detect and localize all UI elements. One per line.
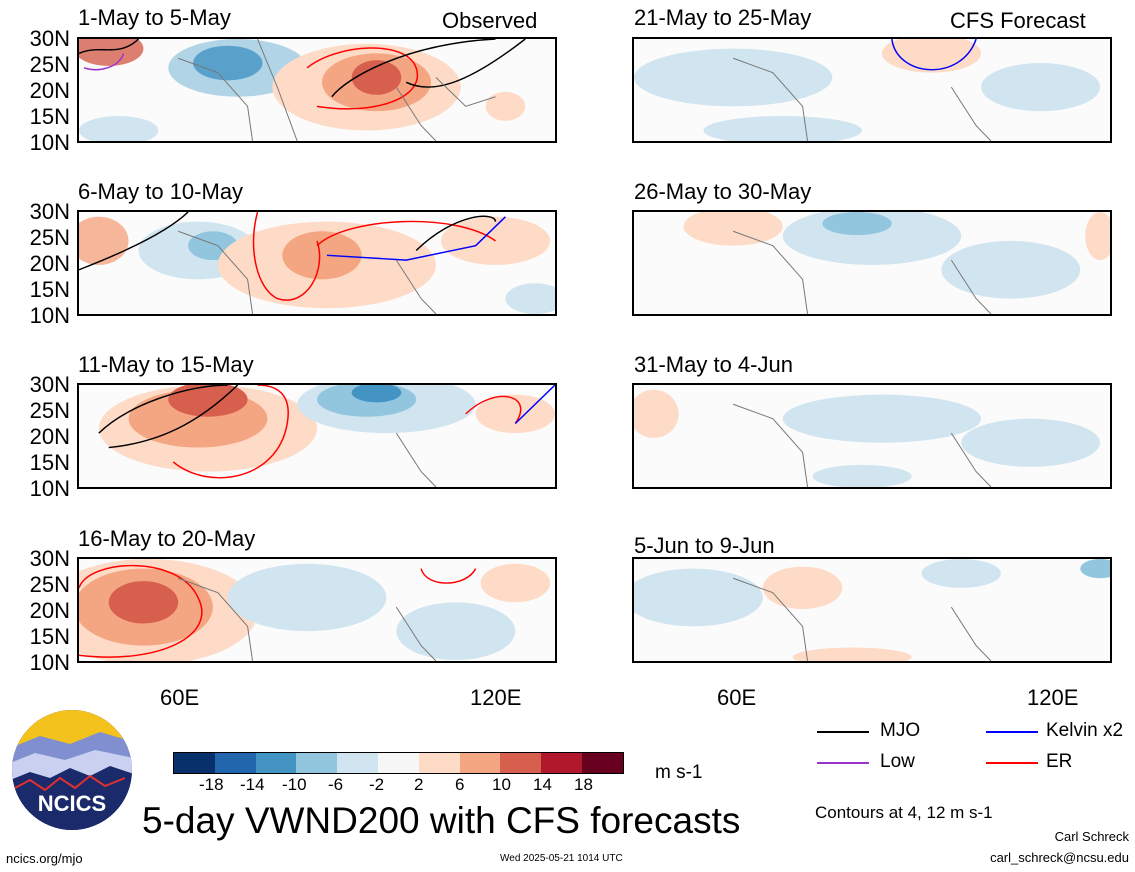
panel-title-fc2: 26-May to 30-May <box>634 179 812 204</box>
map-panel-fc1 <box>632 37 1112 143</box>
wind-anomaly-map <box>634 389 1101 487</box>
colorbar-label: 2 <box>414 775 424 794</box>
lat-label: 10N <box>29 303 70 328</box>
map-panel-fc4 <box>632 557 1112 663</box>
colorbar-label: -14 <box>240 775 265 794</box>
map-panel-obs1 <box>77 37 557 143</box>
lat-label: 30N <box>29 199 70 224</box>
lat-label: 25N <box>29 572 70 597</box>
panel-title-fc3: 31-May to 4-Jun <box>634 352 793 377</box>
panel-title-obs2: 6-May to 10-May <box>78 179 244 204</box>
wind-anomaly-map <box>79 39 526 141</box>
lat-label: 30N <box>29 26 70 51</box>
figure-title: 5-day VWND200 with CFS forecasts <box>142 800 741 841</box>
legend-label-kelvin: Kelvin x2 <box>1046 720 1124 741</box>
footer-email: carl_schreck@ncsu.edu <box>990 850 1129 865</box>
lat-label: 10N <box>29 130 70 155</box>
panel-title-obs4: 16-May to 20-May <box>78 526 256 551</box>
lat-label: 15N <box>29 104 70 129</box>
lat-label: 10N <box>29 650 70 675</box>
lon-label: 120E <box>1027 685 1079 710</box>
colorbar-label: 6 <box>455 775 465 794</box>
lat-label: 15N <box>29 624 70 649</box>
lon-label: 120E <box>470 685 522 710</box>
map-panel-obs2 <box>77 210 557 316</box>
lon-label: 60E <box>717 685 757 710</box>
footer-author: Carl Schreck <box>1054 829 1129 844</box>
footer-url: ncics.org/mjo <box>6 851 83 866</box>
map-panel-fc2 <box>632 210 1112 316</box>
legend-line-low <box>817 762 869 764</box>
colorbar-label: -10 <box>282 775 307 794</box>
colorbar-label: -2 <box>369 775 385 794</box>
colorbar-swatch <box>418 753 460 773</box>
colorbar-swatch <box>541 753 582 773</box>
panel-tag-observed: Observed <box>442 8 538 33</box>
wind-anomaly-map <box>634 559 1110 661</box>
panel-tag-forecast: CFS Forecast <box>950 8 1086 33</box>
lat-label: 25N <box>29 52 70 77</box>
map-panel-fc3 <box>632 383 1112 489</box>
panel-title-fc4: 5-Jun to 9-Jun <box>634 533 775 558</box>
colorbar-swatch <box>296 753 338 773</box>
lat-label: 15N <box>29 277 70 302</box>
legend-line-mjo <box>817 731 869 733</box>
colorbar-swatch <box>459 753 501 773</box>
map-panel-obs4 <box>77 557 557 663</box>
map-panel-obs3 <box>77 383 557 489</box>
colorbar-swatch <box>255 753 297 773</box>
colorbar-swatch <box>581 753 623 773</box>
legend-line-er <box>986 762 1038 764</box>
logo-text: NCICS <box>38 791 106 816</box>
lat-label: 15N <box>29 450 70 475</box>
colorbar-swatch <box>214 753 256 773</box>
ncics-logo: NCICS <box>12 710 132 830</box>
legend-label-mjo: MJO <box>880 720 921 741</box>
panel-title-obs3: 11-May to 15-May <box>78 352 254 377</box>
colorbar-swatch <box>337 753 378 773</box>
colorbar-label: -6 <box>328 775 344 794</box>
lat-label: 20N <box>29 424 70 449</box>
lat-label: 30N <box>29 372 70 397</box>
legend-label-er: ER <box>1046 751 1073 772</box>
lat-label: 20N <box>29 598 70 623</box>
lat-label: 25N <box>29 225 70 250</box>
colorbar-label: -18 <box>199 775 224 794</box>
wind-anomaly-map <box>79 559 551 661</box>
colorbar-swatch <box>500 753 542 773</box>
wind-anomaly-map <box>634 39 1101 141</box>
wind-anomaly-map <box>79 212 555 314</box>
wind-anomaly-map <box>683 212 1110 314</box>
contour-note: Contours at 4, 12 m s-1 <box>815 803 993 822</box>
lon-label: 60E <box>160 685 200 710</box>
lat-label: 20N <box>29 251 70 276</box>
colorbar-units: m s-1 <box>655 762 703 783</box>
lat-label: 25N <box>29 398 70 423</box>
colorbar-label: 10 <box>492 775 511 794</box>
colorbar-label: 14 <box>533 775 552 794</box>
legend-line-kelvin <box>986 731 1038 733</box>
footer-timestamp: Wed 2025-05-21 1014 UTC <box>500 853 623 864</box>
lat-label: 20N <box>29 78 70 103</box>
colorbar-swatch <box>174 753 215 773</box>
colorbar-label: 18 <box>574 775 593 794</box>
panel-title-obs1: 1-May to 5-May <box>78 5 231 30</box>
legend-label-low: Low <box>880 751 915 772</box>
lat-label: 30N <box>29 546 70 571</box>
colorbar-swatch <box>377 753 419 773</box>
wind-anomaly-map <box>98 385 555 487</box>
colorbar <box>173 752 624 774</box>
panel-title-fc1: 21-May to 25-May <box>634 5 812 30</box>
lat-label: 10N <box>29 476 70 501</box>
